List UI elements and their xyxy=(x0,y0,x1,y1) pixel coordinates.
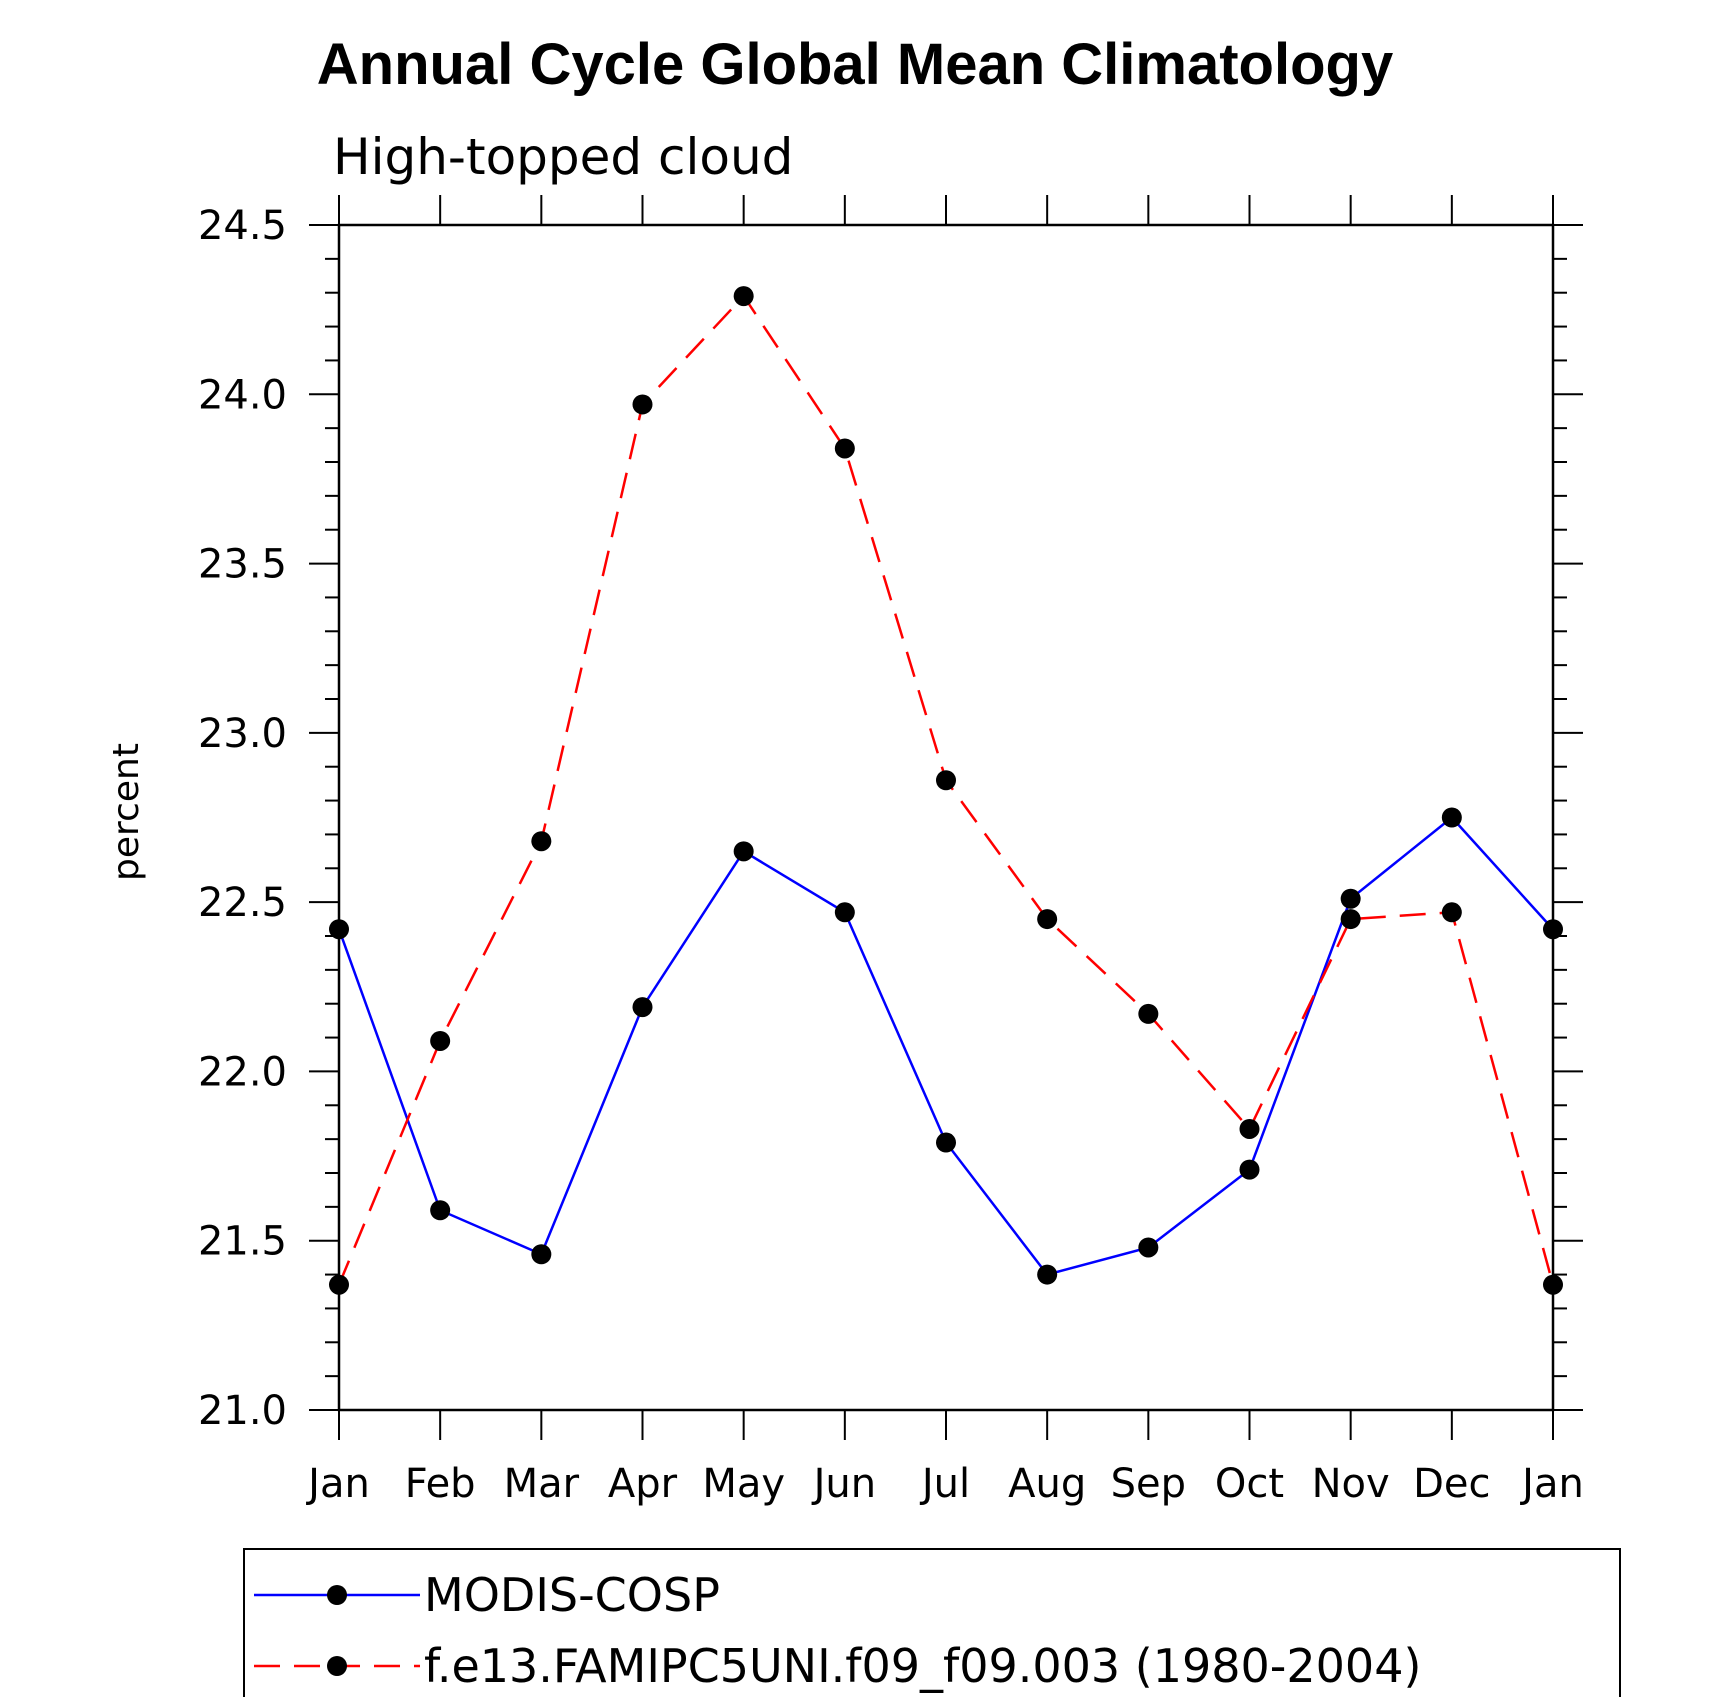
x-tick-label: Jun xyxy=(811,1461,877,1507)
data-point xyxy=(632,394,653,415)
data-point xyxy=(1441,902,1462,923)
data-point xyxy=(1543,1274,1563,1295)
series-1 xyxy=(329,807,1563,1285)
y-tick-label: 21.0 xyxy=(198,1388,287,1434)
data-point xyxy=(733,841,754,862)
chart-title: Annual Cycle Global Mean Climatology xyxy=(317,32,1393,97)
data-point xyxy=(1239,1118,1260,1139)
legend-marker xyxy=(327,1585,347,1605)
x-tick-label: Mar xyxy=(504,1461,580,1507)
y-tick-label: 22.5 xyxy=(198,880,287,926)
data-point xyxy=(936,1132,956,1153)
y-axis-label: percent xyxy=(106,743,147,881)
axes: 21.0 21.5 22.0 22.5 23.0 23.5 24.0 24.5 Jan Feb Ma… xyxy=(198,195,1584,1507)
x-tick-label: Jan xyxy=(1519,1461,1584,1507)
data-point xyxy=(936,770,956,791)
data-point xyxy=(1138,1003,1159,1024)
x-tick-label: Nov xyxy=(1312,1461,1390,1507)
x-tick-label: Oct xyxy=(1215,1461,1284,1507)
legend-item: MODIS-COSP xyxy=(254,1568,720,1622)
data-point xyxy=(1239,1159,1260,1180)
legend-marker xyxy=(327,1656,347,1676)
data-point xyxy=(1037,909,1058,930)
legend-label: f.e13.FAMIPC5UNI.f09_f09.003 (1980-2004) xyxy=(424,1639,1421,1693)
data-point xyxy=(430,1200,451,1221)
x-tick-label: Aug xyxy=(1008,1461,1086,1507)
data-point xyxy=(329,1274,349,1295)
data-point xyxy=(1543,919,1563,940)
legend-item: f.e13.FAMIPC5UNI.f09_f09.003 (1980-2004) xyxy=(254,1639,1421,1693)
x-tick-label: Jan xyxy=(305,1461,370,1507)
y-tick-label: 23.0 xyxy=(198,711,287,757)
data-point xyxy=(834,438,855,459)
series-layer xyxy=(329,286,1563,1295)
data-point xyxy=(733,286,754,307)
series-line xyxy=(337,815,1554,1276)
chart-subtitle: High-topped cloud xyxy=(333,128,793,186)
x-tick-label: Sep xyxy=(1111,1461,1186,1507)
x-tick-label: May xyxy=(702,1461,785,1507)
data-point xyxy=(1138,1237,1159,1258)
y-tick-label: 24.5 xyxy=(198,203,287,249)
legend: MODIS-COSP f.e13.FAMIPC5UNI.f09_f09.003 (… xyxy=(243,1548,1621,1697)
y-tick-label: 21.5 xyxy=(198,1219,287,1265)
data-point xyxy=(1340,888,1361,909)
data-point xyxy=(329,919,349,940)
series-2 xyxy=(329,286,1563,1295)
x-tick-label: Feb xyxy=(405,1461,476,1507)
x-tick-label: Apr xyxy=(608,1461,678,1507)
y-tick-label: 22.0 xyxy=(198,1049,287,1095)
legend-box xyxy=(243,1548,1621,1697)
data-point xyxy=(430,1030,451,1051)
data-point xyxy=(531,1244,552,1265)
legend-label: MODIS-COSP xyxy=(424,1568,720,1622)
data-point xyxy=(632,997,653,1018)
y-tick-label: 24.0 xyxy=(198,372,287,418)
data-point xyxy=(531,831,552,852)
data-point xyxy=(1441,807,1462,828)
y-tick-label: 23.5 xyxy=(198,542,287,588)
data-point xyxy=(834,902,855,923)
data-point xyxy=(1037,1264,1058,1285)
plot-frame xyxy=(337,223,1555,1412)
data-point xyxy=(1340,909,1361,930)
x-tick-label: Jul xyxy=(919,1461,970,1507)
x-tick-label: Dec xyxy=(1413,1461,1490,1507)
